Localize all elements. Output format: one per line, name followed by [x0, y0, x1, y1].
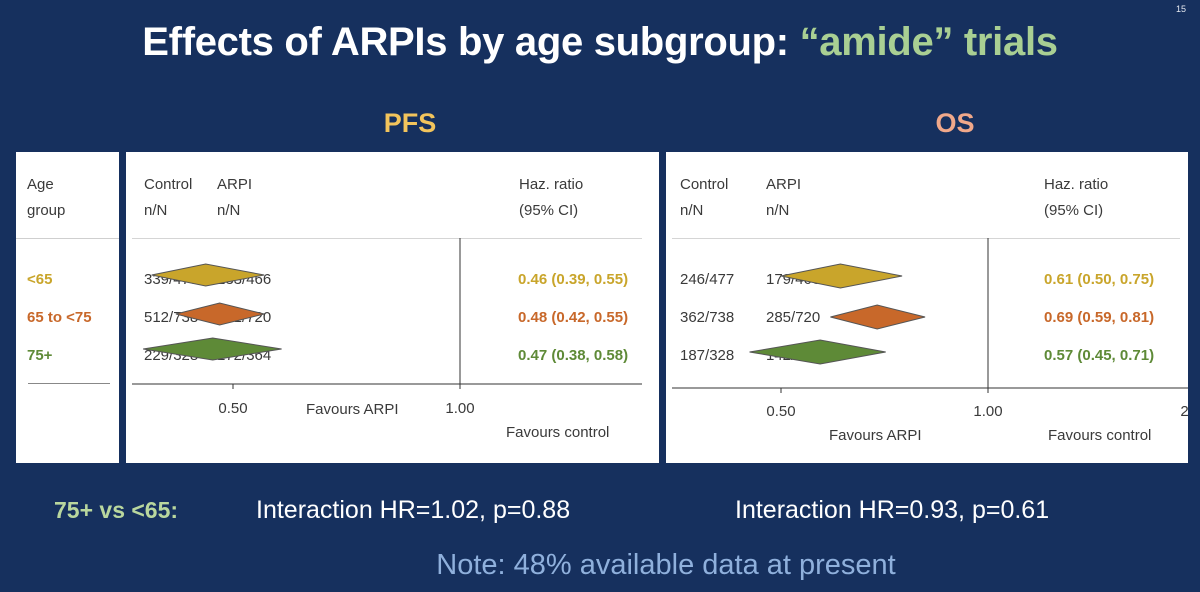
pfs-col-hr-line2: (95% CI)	[519, 202, 579, 219]
pfs-row2-hr-label: 0.48 (0.42, 0.55)	[518, 309, 629, 326]
pfs-x-tick-label: 0.50	[218, 400, 247, 417]
os-diamond-row1	[780, 263, 903, 289]
age-header-line2: group	[27, 202, 66, 219]
os-col-hr-line1: Haz. ratio	[1044, 176, 1109, 193]
age-group-under65: <65	[27, 271, 53, 288]
pfs-heading: PFS	[383, 108, 437, 138]
interaction-label: 75+ vs <65:	[54, 497, 179, 523]
slide-title: Effects of ARPIs by age subgroup: “amide…	[0, 20, 1200, 65]
os-favours-right: Favours control	[1048, 427, 1152, 444]
pfs-forest-plot: 0.501.002.00	[132, 238, 642, 417]
os-interaction-result: Interaction HR=0.93, p=0.61	[735, 496, 1050, 524]
os-diamond-row2	[830, 304, 926, 330]
age-bottom-rule	[28, 383, 110, 384]
os-col-control-line2: n/N	[680, 202, 704, 219]
slide-number: 15	[1175, 4, 1186, 14]
pfs-diamond-row3	[143, 337, 282, 361]
pfs-row1-hr-label: 0.46 (0.39, 0.55)	[518, 271, 629, 288]
pfs-col-control-line2: n/N	[144, 202, 168, 219]
os-col-arpi-line2: n/N	[766, 202, 790, 219]
os-row2-hr-label: 0.69 (0.59, 0.81)	[1044, 309, 1155, 326]
pfs-col-hr-line1: Haz. ratio	[519, 176, 584, 193]
os-row3-hr-label: 0.57 (0.45, 0.71)	[1044, 347, 1155, 364]
age-group-75plus: 75+	[27, 347, 53, 364]
os-row3-control: 187/328	[680, 347, 735, 364]
age-group-65-75: 65 to <75	[27, 309, 92, 326]
pfs-header-divider	[132, 238, 642, 239]
os-forest-plot: 0.50 1.00 2.00	[672, 238, 1188, 420]
os-x-tick-label: 1.00	[973, 403, 1002, 420]
pfs-x-tick-label: 1.00	[445, 400, 474, 417]
pfs-col-arpi-line2: n/N	[217, 202, 241, 219]
pfs-col-control-line1: Control	[144, 176, 193, 193]
os-diamond-row3	[749, 339, 886, 365]
pfs-col-arpi-line1: ARPI	[217, 176, 253, 193]
age-group-panel: Age group <65 65 to <75 75+	[16, 152, 119, 463]
pfs-favours-right: Favours control	[506, 424, 610, 441]
pfs-diamond-row2	[175, 302, 265, 326]
age-header-line1: Age	[27, 176, 54, 193]
os-col-hr-line2: (95% CI)	[1044, 202, 1104, 219]
pfs-diamond-row1	[151, 263, 265, 287]
os-row1-control: 246/477	[680, 271, 735, 288]
age-header-divider	[16, 238, 119, 239]
os-header-divider	[672, 238, 1180, 239]
os-favours-left: Favours ARPI	[829, 427, 922, 444]
title-highlight: “amide” trials	[799, 20, 1058, 64]
pfs-interaction-result: Interaction HR=1.02, p=0.88	[256, 496, 571, 524]
os-panel: Control n/N ARPI n/N Haz. ratio (95% CI)…	[666, 152, 1188, 463]
pfs-row3-hr-label: 0.47 (0.38, 0.58)	[518, 347, 629, 364]
title-main: Effects of ARPIs by age subgroup:	[142, 20, 800, 64]
os-x-tick-label: 0.50	[766, 403, 795, 420]
os-heading: OS	[935, 108, 975, 138]
pfs-favours-left: Favours ARPI	[306, 401, 399, 418]
os-col-arpi-line1: ARPI	[766, 176, 802, 193]
os-row1-hr-label: 0.61 (0.50, 0.75)	[1044, 271, 1155, 288]
os-row2-control: 362/738	[680, 309, 735, 326]
footnote: Note: 48% available data at present	[436, 549, 896, 581]
os-col-control-line1: Control	[680, 176, 729, 193]
os-row2-arpi: 285/720	[766, 309, 821, 326]
pfs-panel: Control n/N ARPI n/N Haz. ratio (95% CI)…	[126, 152, 659, 463]
os-x-tick-label: 2.00	[1180, 403, 1188, 420]
